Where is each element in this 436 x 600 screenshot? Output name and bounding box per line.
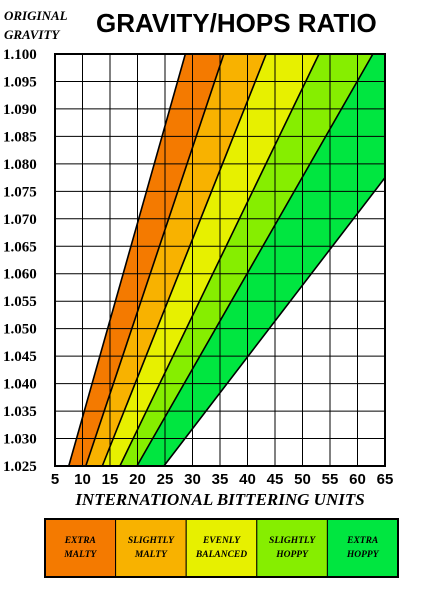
legend-swatch: [326, 518, 399, 578]
legend-label: BALANCED: [195, 550, 247, 560]
y-tick-labels: 1.025 1.030 1.035 1.040 1.045 1.050 1.055 1.060…: [3, 47, 37, 475]
legend-label: SLIGHTLY: [269, 536, 316, 546]
title-side-line-1: ORIGINAL: [4, 8, 68, 23]
boundary-line: [119, 53, 320, 467]
y-tick-label: 1.085: [3, 129, 37, 145]
y-tick-label: 1.070: [3, 212, 37, 228]
legend-label: EVENLY: [202, 536, 241, 546]
y-tick-label: 1.055: [3, 294, 37, 310]
boundary-line: [67, 53, 187, 467]
boundary-line: [85, 53, 225, 467]
legend-swatch: [185, 518, 258, 578]
legend-label: EXTRA: [64, 536, 96, 546]
x-tick-label: 35: [212, 471, 229, 488]
legend-item: EXTRA HOPPY: [326, 518, 399, 578]
legend-label: MALTY: [63, 550, 97, 560]
boundary-line: [101, 53, 267, 467]
legend-label: HOPPY: [346, 550, 380, 560]
x-tick-label: 55: [322, 471, 339, 488]
y-tick-label: 1.090: [3, 102, 37, 118]
boundary-lines: [67, 53, 386, 467]
y-tick-label: 1.040: [3, 377, 37, 393]
legend-item: EXTRA MALTY: [44, 518, 117, 578]
plot-frame: [54, 53, 386, 467]
x-tick-label: 25: [157, 471, 174, 488]
chart-title: GRAVITY/HOPS RATIO: [96, 8, 377, 38]
x-tick-label: 65: [377, 471, 394, 488]
y-tick-label: 1.095: [3, 74, 37, 90]
y-tick-label: 1.030: [3, 432, 37, 448]
x-tick-label: 30: [184, 471, 201, 488]
x-axis-label: INTERNATIONAL BITTERING UNITS: [74, 490, 364, 509]
legend-label: MALTY: [134, 550, 168, 560]
legend-border: [44, 518, 399, 578]
legend-label: HOPPY: [275, 550, 309, 560]
band-evenly-balanced: [102, 54, 319, 466]
legend-swatch: [44, 518, 117, 578]
legend-item: SLIGHTLY HOPPY: [256, 518, 328, 578]
band-slightly-malty: [85, 54, 267, 466]
y-tick-label: 1.060: [3, 267, 37, 283]
legend-item: SLIGHTLY MALTY: [115, 518, 187, 578]
x-tick-label: 5: [51, 471, 59, 488]
legend: EXTRA MALTY SLIGHTLY MALTY EVENLY BALANCED SLI…: [44, 518, 399, 578]
x-tick-label: 10: [74, 471, 91, 488]
y-tick-label: 1.045: [3, 349, 37, 365]
y-tick-label: 1.075: [3, 184, 37, 200]
legend-label: EXTRA: [346, 536, 378, 546]
legend-item: EVENLY BALANCED: [185, 518, 258, 578]
band-extra-malty: [68, 54, 224, 466]
boundary-line: [163, 177, 386, 467]
x-tick-label: 60: [349, 471, 366, 488]
band-extra-hoppy: [136, 54, 385, 466]
legend-label: SLIGHTLY: [128, 536, 175, 546]
plot-border: [54, 53, 386, 467]
x-tick-label: 50: [294, 471, 311, 488]
y-tick-label: 1.080: [3, 157, 37, 173]
y-tick-label: 1.035: [3, 404, 37, 420]
x-tick-label: 20: [129, 471, 146, 488]
y-tick-label: 1.050: [3, 322, 37, 338]
x-tick-label: 45: [267, 471, 284, 488]
legend-swatch: [115, 518, 187, 578]
y-tick-label: 1.025: [3, 459, 37, 475]
x-tick-label: 15: [102, 471, 119, 488]
band-slightly-hoppy: [119, 54, 373, 466]
band-areas: [68, 54, 385, 466]
x-tick-label: 40: [239, 471, 256, 488]
x-tick-labels: 5 10 15 20 25 30 35 40 45 50 55 60 65: [51, 471, 394, 488]
chart-title-group: ORIGINAL GRAVITY GRAVITY/HOPS RATIO: [4, 8, 377, 42]
legend-swatch: [256, 518, 328, 578]
y-tick-label: 1.065: [3, 239, 37, 255]
y-tick-label: 1.100: [3, 47, 37, 63]
title-side-line-2: GRAVITY: [4, 27, 60, 42]
boundary-line: [136, 53, 374, 467]
